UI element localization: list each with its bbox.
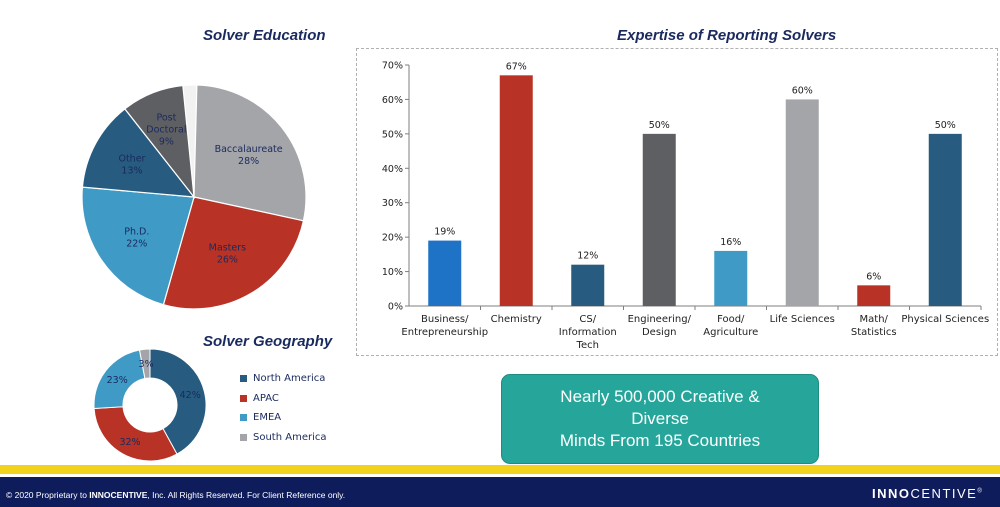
education-pie-chart: HighSchool2%Baccalaureate28%Masters26%Ph… [81,84,307,310]
bar-value-label: 16% [720,237,741,248]
callout-line-2: Diverse [631,409,689,428]
expertise-chart-title: Expertise of Reporting Solvers [617,27,837,44]
x-category-label: Math/Statistics [851,314,897,338]
education-slice-label: Masters 26% [209,243,246,266]
innocentive-logo: INNOCENTIVE® [872,486,982,501]
expertise-bar [428,240,462,306]
logo-registered-mark: ® [977,488,982,495]
x-category-label: CS/Information Tech [559,314,617,351]
bar-value-label: 50% [649,120,670,131]
solver-count-callout: Nearly 500,000 Creative & Diverse Minds … [501,374,819,464]
geography-slice [93,406,178,462]
geography-legend: North America APAC EMEA South America [240,369,327,447]
callout-line-3: Minds From 195 Countries [559,431,761,450]
y-tick-label: 70% [382,61,403,72]
copyright-notice: © 2020 Proprietary to INNOCENTIVE, Inc. … [6,490,345,500]
geography-slice-label: 32% [119,437,140,448]
y-tick-label: 30% [382,198,403,209]
bar-value-label: 12% [577,251,598,262]
education-slice-label: Baccalaureate 28% [215,144,283,167]
education-slice [193,84,307,222]
y-tick-label: 60% [382,95,403,106]
logo-rest: CENTIVE [910,486,978,501]
bar-value-label: 50% [935,120,956,131]
legend-label: APAC [253,392,279,404]
education-slice-label: Ph.D. 22% [124,226,149,249]
legend-swatch [240,414,247,422]
callout-line-1: Nearly 500,000 Creative & [560,387,760,406]
bar-value-label: 6% [866,271,881,282]
footer-stripe [0,465,1000,474]
expertise-bar-chart: 0% 10% 20% 30% 40% 50% 60% 70% 19% Business/Entre… [382,61,989,352]
geography-slice [149,348,207,455]
geography-slice-label: 42% [180,390,201,401]
legend-item: South America [240,428,327,448]
bar-value-label: 60% [792,85,813,96]
x-category-label: Food/Agriculture [703,314,758,338]
logo-strong: INNO [872,486,911,501]
education-slice [124,84,195,199]
geography-slice-label: 3% [139,359,154,370]
legend-label: South America [253,431,327,443]
legend-swatch [240,375,247,383]
legend-item: APAC [240,389,327,409]
y-tick-label: 20% [382,233,403,244]
expertise-bar [571,264,605,306]
y-tick-label: 40% [382,164,403,175]
education-slice [81,108,196,198]
education-slice [81,186,195,306]
legend-swatch [240,433,247,441]
bar-value-label: 67% [506,61,527,72]
expertise-bar [642,133,676,306]
expertise-bar [928,133,962,306]
expertise-bar [499,75,533,306]
geography-slice [138,348,151,380]
y-tick-label: 10% [382,267,403,278]
legend-item: EMEA [240,408,327,428]
legend-item: North America [240,369,327,389]
copyright-company: INNOCENTIVE [89,490,148,500]
legend-label: EMEA [253,412,282,424]
y-tick-label: 50% [382,129,403,140]
education-slice [162,196,305,310]
legend-label: North America [253,373,326,385]
copyright-prefix: © 2020 Proprietary to [6,490,90,500]
x-category-label: Engineering/Design [628,314,692,338]
x-category-label: Physical Sciences [901,314,989,325]
expertise-chart-frame [356,48,998,356]
geography-donut-chart: 42% 32% 23% 3% [93,348,207,462]
geography-slice-label: 23% [107,375,128,386]
y-tick-label: 0% [388,302,403,313]
x-category-label: Life Sciences [770,314,835,325]
footer-bar [0,477,1000,507]
x-category-label: Chemistry [491,314,542,325]
legend-swatch [240,394,247,402]
bar-value-label: 19% [434,227,455,238]
education-slice-label: Post Doctoral 9% [146,112,186,147]
expertise-bar [714,250,748,306]
education-chart-title: Solver Education [203,27,326,44]
copyright-suffix: , Inc. All Rights Reserved. For Client R… [147,490,346,500]
geography-chart-title: Solver Geography [203,333,333,350]
expertise-bar [785,99,819,306]
education-slice-label: Other 13% [118,153,145,176]
expertise-bar [857,285,891,306]
x-category-label: Business/Entrepreneurship [401,314,488,338]
